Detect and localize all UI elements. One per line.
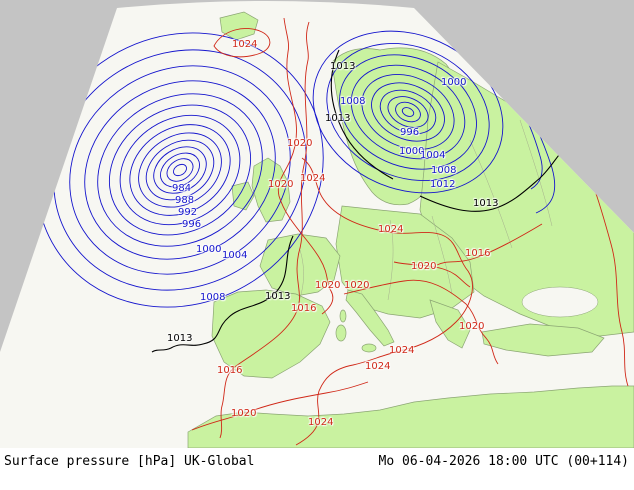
land-turkey [481, 323, 605, 357]
black-sea [521, 286, 599, 318]
caption-valid-time: Mo 06-04-2026 18:00 UTC (00+114) [378, 454, 629, 469]
island-corsica [339, 309, 347, 323]
land-iceland [219, 11, 259, 41]
land-france [259, 233, 341, 297]
caption-parameter: Surface pressure [hPa] UK-Global [4, 454, 255, 469]
land-iberia [211, 289, 331, 379]
land-balkans [429, 299, 471, 349]
caption-bar: Surface pressure [hPa] UK-Global Mo 06-0… [0, 448, 634, 490]
land-italy [345, 289, 395, 347]
pressure-map-svg [0, 1, 634, 448]
isobars-1013 [151, 49, 570, 353]
land-north-africa [187, 385, 634, 448]
island-sardinia [335, 324, 347, 342]
pressure-map: 984 988 992 996 1000 1004 1008 1008 996 1000 1004 1… [0, 1, 634, 448]
high-pressure-isobars [191, 17, 629, 446]
atlantic-low-isobars [36, 32, 324, 308]
island-sicily [361, 343, 377, 353]
scandinavian-low-isobars [312, 30, 504, 194]
